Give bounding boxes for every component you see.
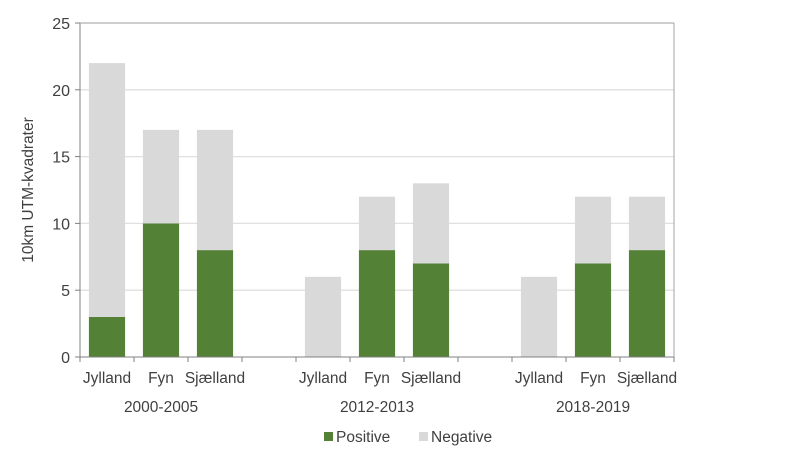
bar-positive-2000-2005-jylland — [88, 316, 126, 357]
bar-negative-2000-2005-sjælland — [196, 129, 234, 251]
bar-positive-2012-2013-fyn — [358, 250, 396, 357]
bar-negative-2012-2013-fyn — [358, 196, 396, 251]
bar-positive-2000-2005-fyn — [142, 223, 180, 357]
legend: Positive Negative — [324, 429, 492, 446]
bar-negative-2018-2019-jylland — [520, 276, 558, 357]
bars — [88, 63, 666, 357]
y-tick-label: 20 — [52, 83, 70, 100]
y-axis-title: 10km UTM-kvadrater — [20, 117, 37, 263]
y-tick-label: 15 — [52, 150, 70, 167]
x-group-label: 2018-2019 — [556, 399, 630, 416]
x-category-labels: Jylland Fyn Sjælland Jylland Fyn Sjælland Jyll… — [83, 370, 677, 387]
bar-positive-2000-2005-sjælland — [196, 250, 234, 357]
legend-swatch-negative — [419, 432, 428, 441]
bar-negative-2000-2005-fyn — [142, 129, 180, 224]
x-category-label: Fyn — [364, 370, 390, 387]
y-tick-label: 0 — [61, 350, 70, 367]
x-category-label: Fyn — [148, 370, 174, 387]
x-category-label: Sjælland — [185, 370, 245, 387]
x-group-label: 2000-2005 — [124, 399, 198, 416]
bar-negative-2018-2019-fyn — [574, 196, 612, 264]
axes — [75, 22, 675, 362]
y-tick-label: 25 — [52, 16, 70, 33]
legend-swatch-positive — [324, 432, 333, 441]
y-tick-labels: 0 5 10 15 20 25 — [52, 16, 70, 367]
x-category-label: Sjælland — [401, 370, 461, 387]
x-category-label: Jylland — [299, 370, 347, 387]
y-tick-label: 10 — [52, 216, 70, 233]
bar-positive-2018-2019-fyn — [574, 263, 612, 357]
bar-negative-2000-2005-jylland — [88, 63, 126, 317]
legend-label-negative: Negative — [431, 429, 492, 446]
x-category-label: Fyn — [580, 370, 606, 387]
x-category-label: Sjælland — [617, 370, 677, 387]
x-group-labels: 2000-2005 2012-2013 2018-2019 — [124, 399, 630, 416]
legend-label-positive: Positive — [336, 429, 390, 446]
y-tick-label: 5 — [61, 283, 70, 300]
bar-negative-2012-2013-jylland — [304, 276, 342, 357]
x-category-label: Jylland — [515, 370, 563, 387]
bar-positive-2018-2019-sjælland — [628, 250, 666, 357]
x-group-label: 2012-2013 — [340, 399, 414, 416]
bar-positive-2012-2013-sjælland — [412, 263, 450, 357]
x-category-label: Jylland — [83, 370, 131, 387]
bar-negative-2012-2013-sjælland — [412, 183, 450, 264]
bar-negative-2018-2019-sjælland — [628, 196, 666, 251]
